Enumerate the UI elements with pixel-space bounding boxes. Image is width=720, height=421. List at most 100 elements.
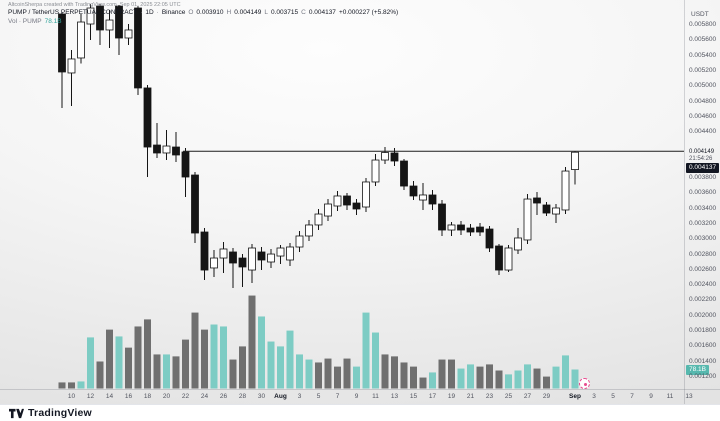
volume-bar bbox=[543, 376, 550, 389]
price-axis-label: 0.005600 bbox=[689, 36, 717, 44]
candle bbox=[229, 248, 237, 289]
volume-bar bbox=[286, 330, 294, 389]
candle bbox=[428, 190, 437, 210]
tradingview-wordmark: TradingView bbox=[28, 407, 92, 419]
volume-bar bbox=[210, 324, 218, 389]
volume-bar bbox=[486, 364, 493, 389]
candle bbox=[381, 147, 389, 164]
time-axis-label: 7 bbox=[630, 393, 634, 400]
close-value: 0.004137 bbox=[308, 9, 336, 16]
time-axis-label: 11 bbox=[372, 393, 379, 400]
volume-bar bbox=[68, 382, 75, 389]
volume-bar bbox=[495, 370, 503, 389]
volume-bar bbox=[334, 366, 341, 389]
price-axis-label: 0.004600 bbox=[689, 112, 717, 120]
candle bbox=[514, 228, 522, 255]
candle bbox=[124, 24, 133, 45]
time-axis-label: 19 bbox=[447, 393, 456, 400]
candle bbox=[485, 226, 494, 252]
watermark: AltcoinSherpa created with TradingView.c… bbox=[8, 2, 181, 8]
volume-bar bbox=[353, 366, 360, 389]
volume-bar bbox=[381, 354, 389, 389]
price-axis-label: 0.003200 bbox=[689, 219, 717, 227]
price-axis-label: 0.004800 bbox=[689, 97, 717, 105]
volume-bar bbox=[144, 319, 151, 389]
candle bbox=[371, 153, 380, 187]
candle bbox=[352, 199, 361, 216]
currency-label[interactable]: USDT bbox=[691, 11, 709, 18]
time-axis-label: 15 bbox=[409, 393, 418, 400]
volume-bar bbox=[106, 329, 113, 389]
separator: · bbox=[156, 9, 159, 16]
volume-bar bbox=[410, 366, 417, 389]
volume-bar bbox=[524, 364, 531, 389]
volume-axis-badge: 78.1B bbox=[686, 365, 709, 375]
candle bbox=[523, 193, 532, 245]
time-axis-label: 17 bbox=[428, 393, 437, 400]
volume-bar bbox=[514, 370, 522, 389]
time-axis-label: 25 bbox=[504, 393, 513, 400]
candle bbox=[333, 191, 342, 211]
volume-bar bbox=[533, 368, 541, 389]
open-label: O bbox=[188, 9, 194, 16]
candle bbox=[419, 182, 427, 210]
candle bbox=[362, 178, 370, 213]
price-axis-label: 0.001600 bbox=[689, 342, 717, 350]
close-label: C bbox=[301, 9, 306, 16]
high-label: H bbox=[226, 9, 232, 16]
candle bbox=[561, 166, 570, 215]
volume-bar bbox=[400, 362, 408, 389]
candle bbox=[115, 4, 123, 55]
candle bbox=[219, 242, 228, 274]
candle bbox=[343, 192, 351, 210]
low-value: 0.003715 bbox=[270, 9, 299, 16]
volume-bar bbox=[315, 362, 322, 389]
price-axis-label: 0.002800 bbox=[689, 250, 717, 258]
volume-bar bbox=[277, 346, 284, 389]
symbol-legend[interactable]: PUMP / TetherUS PERPETUAL CONTRACT · 1D … bbox=[8, 9, 398, 16]
volume-bar bbox=[77, 381, 85, 389]
time-axis-label: 24 bbox=[200, 393, 209, 400]
volume-bar bbox=[457, 368, 465, 389]
price-axis-label: 0.003800 bbox=[689, 174, 717, 181]
volume-bar bbox=[163, 354, 170, 389]
candle bbox=[105, 10, 114, 49]
candle bbox=[86, 3, 95, 40]
volume-legend[interactable]: Vol · PUMP 78.1B bbox=[8, 18, 62, 25]
last-price-badge: 0.004137 bbox=[686, 163, 720, 173]
time-axis-label: 18 bbox=[143, 393, 152, 400]
time-axis-label: 26 bbox=[219, 393, 228, 400]
candle bbox=[153, 123, 161, 159]
time-axis-label: 20 bbox=[162, 393, 171, 400]
time-axis-label: 27 bbox=[523, 393, 532, 400]
symbol-title: PUMP / TetherUS PERPETUAL CONTRACT bbox=[8, 9, 138, 16]
price-scale-border bbox=[684, 0, 685, 404]
time-axis-label: 9 bbox=[649, 393, 653, 400]
time-axis-label: 14 bbox=[105, 393, 114, 400]
time-axis-label: 3 bbox=[297, 393, 302, 400]
candle bbox=[210, 249, 218, 277]
time-axis-label: 10 bbox=[67, 393, 76, 400]
candle bbox=[400, 159, 408, 191]
volume-label: Vol · PUMP bbox=[8, 18, 42, 25]
candle bbox=[504, 245, 513, 273]
volume-bar bbox=[419, 377, 427, 389]
interval-label: 1D bbox=[145, 9, 154, 16]
volume-bar bbox=[96, 361, 104, 389]
candle bbox=[305, 220, 313, 242]
price-axis-label: 0.005200 bbox=[689, 66, 717, 74]
volume-bar bbox=[296, 354, 303, 389]
candle bbox=[533, 192, 541, 216]
event-marker-icon bbox=[579, 378, 590, 389]
volume-bar bbox=[391, 356, 398, 389]
volume-bar bbox=[134, 326, 142, 389]
volume-bar bbox=[438, 359, 446, 389]
volume-bar bbox=[239, 346, 246, 389]
candle bbox=[143, 84, 152, 178]
candle bbox=[495, 244, 503, 275]
time-axis-label: 13 bbox=[390, 393, 399, 400]
candle bbox=[191, 172, 199, 244]
candle bbox=[447, 221, 456, 236]
volume-bar bbox=[229, 359, 237, 389]
